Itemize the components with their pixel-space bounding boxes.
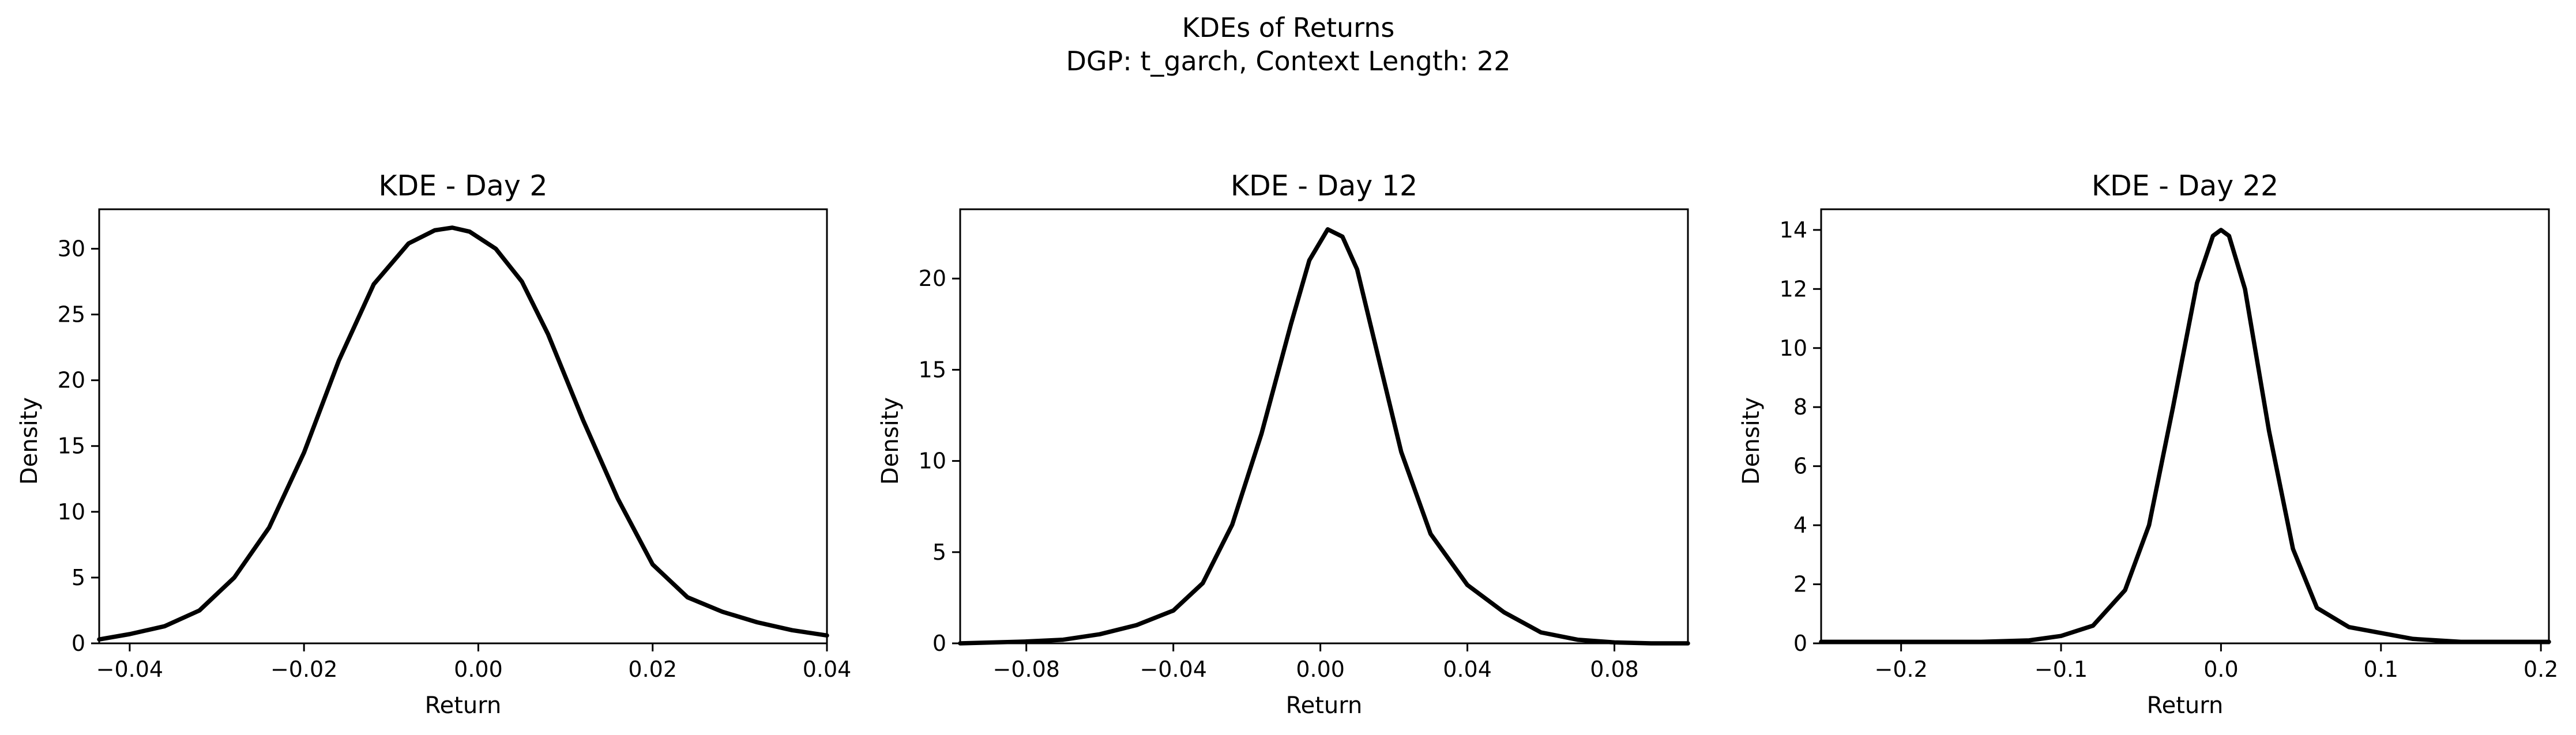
y-tick-label: 0: [1793, 631, 1807, 656]
plot-frame: [98, 208, 828, 644]
x-tick-label: 0.02: [628, 657, 677, 682]
x-tick-label: −0.08: [993, 657, 1060, 682]
y-tick-label: 6: [1793, 454, 1807, 479]
kde-curve: [97, 225, 829, 642]
y-tick-label: 15: [919, 357, 946, 382]
y-tick-label: 4: [1793, 512, 1807, 538]
plot-frame: [959, 208, 1689, 644]
y-tick-label: 0: [72, 631, 85, 656]
kde-panel-day-2: KDE - Day 2 Return Density −0.04 −0.02 0.0…: [16, 169, 851, 719]
figure-subtitle: DGP: t_garch, Context Length: 22: [1066, 46, 1510, 77]
x-tick-label: −0.02: [270, 657, 337, 682]
panel-title: KDE - Day 22: [2092, 169, 2278, 202]
y-axis-label: Density: [1738, 397, 1765, 485]
x-tick-label: −0.2: [1875, 657, 1928, 682]
y-tick-label: 5: [932, 540, 946, 565]
x-axis-label: Return: [1286, 692, 1363, 719]
y-tick-label: 2: [1793, 572, 1807, 597]
x-tick-label: −0.1: [2035, 657, 2088, 682]
y-tick-label: 25: [58, 302, 85, 327]
x-tick-label: 0.2: [2524, 657, 2558, 682]
y-tick-label: 8: [1793, 394, 1807, 420]
y-tick-label: 20: [919, 266, 946, 291]
x-axis-label: Return: [2147, 692, 2224, 719]
y-tick-label: 15: [58, 434, 85, 459]
kde-panel-day-22: KDE - Day 22 Return Density −0.2 −0.1 0.0 0…: [1738, 169, 2558, 719]
y-tick-label: 12: [1780, 276, 1807, 301]
x-tick-label: 0.00: [1296, 657, 1345, 682]
x-tick-label: −0.04: [1140, 657, 1206, 682]
y-tick-label: 20: [58, 368, 85, 393]
x-tick-label: 0.04: [1443, 657, 1492, 682]
x-tick-label: 0.04: [803, 657, 852, 682]
y-tick-label: 10: [58, 499, 85, 525]
figure-title: KDEs of Returns: [1182, 12, 1395, 43]
plot-frame: [1820, 208, 2550, 644]
y-tick-label: 14: [1780, 217, 1807, 243]
kde-panel-day-12: KDE - Day 12 Return Density −0.08 −0.04 0.…: [877, 169, 1690, 719]
x-tick-label: 0.08: [1590, 657, 1639, 682]
x-tick-label: 0.0: [2203, 657, 2238, 682]
y-tick-label: 5: [72, 565, 85, 590]
x-tick-label: −0.04: [96, 657, 163, 682]
kde-curve: [958, 227, 1690, 646]
y-axis-label: Density: [16, 397, 43, 485]
x-tick-label: 0.1: [2364, 657, 2398, 682]
y-tick-label: 30: [58, 236, 85, 261]
y-tick-label: 10: [1780, 336, 1807, 361]
panel-title: KDE - Day 12: [1231, 169, 1417, 202]
x-axis-label: Return: [425, 692, 502, 719]
y-tick-label: 10: [919, 448, 946, 474]
y-axis-label: Density: [877, 397, 904, 485]
kde-curve: [1819, 228, 2551, 644]
x-tick-label: 0.00: [454, 657, 503, 682]
y-tick-label: 0: [932, 631, 946, 656]
panel-title: KDE - Day 2: [378, 169, 547, 202]
